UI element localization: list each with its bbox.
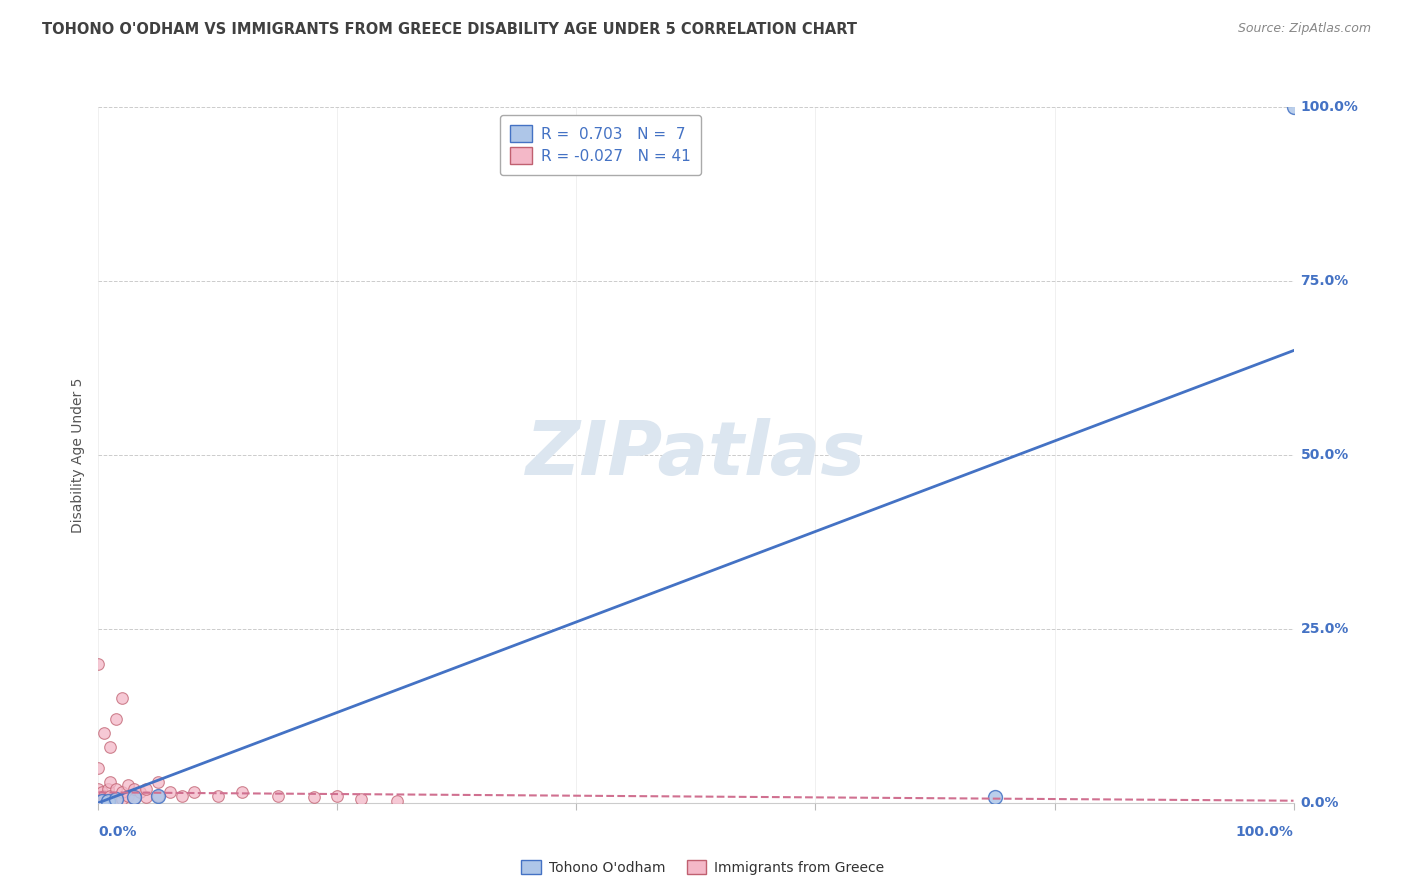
- Text: 0.0%: 0.0%: [1301, 796, 1339, 810]
- Text: 0.0%: 0.0%: [98, 825, 136, 839]
- Point: [207, 789, 229, 803]
- Point: [111, 785, 134, 799]
- Point: [87, 789, 110, 803]
- Point: [93, 794, 115, 808]
- Point: [87, 657, 110, 671]
- Point: [105, 781, 128, 796]
- Point: [97, 781, 120, 796]
- Point: [98, 794, 122, 808]
- Text: TOHONO O'ODHAM VS IMMIGRANTS FROM GREECE DISABILITY AGE UNDER 5 CORRELATION CHAR: TOHONO O'ODHAM VS IMMIGRANTS FROM GREECE…: [42, 22, 858, 37]
- Point: [98, 740, 122, 755]
- Point: [111, 691, 134, 706]
- Point: [326, 789, 349, 803]
- Point: [129, 785, 152, 799]
- Point: [87, 761, 110, 775]
- Text: 75.0%: 75.0%: [1301, 274, 1348, 288]
- Point: [135, 790, 157, 805]
- Point: [98, 789, 122, 803]
- Point: [231, 785, 253, 799]
- Point: [91, 792, 114, 806]
- Legend: Tohono O'odham, Immigrants from Greece: Tohono O'odham, Immigrants from Greece: [516, 855, 890, 880]
- Text: ZIPatlas: ZIPatlas: [526, 418, 866, 491]
- Y-axis label: Disability Age Under 5: Disability Age Under 5: [72, 377, 86, 533]
- Point: [148, 775, 170, 789]
- Point: [97, 794, 120, 808]
- Text: 50.0%: 50.0%: [1301, 448, 1348, 462]
- Point: [98, 775, 122, 789]
- Point: [105, 792, 128, 806]
- Point: [117, 789, 139, 803]
- Point: [87, 796, 110, 810]
- Point: [302, 790, 325, 805]
- Point: [117, 778, 139, 792]
- Point: [148, 789, 170, 803]
- Point: [124, 781, 146, 796]
- Point: [983, 790, 1005, 805]
- Point: [87, 781, 110, 796]
- Point: [183, 785, 205, 799]
- Point: [148, 789, 170, 803]
- Point: [350, 792, 373, 806]
- Point: [93, 726, 115, 740]
- Point: [135, 781, 157, 796]
- Point: [105, 712, 128, 726]
- Text: 25.0%: 25.0%: [1301, 622, 1348, 636]
- Point: [93, 789, 115, 803]
- Point: [1282, 100, 1305, 114]
- Legend: R =  0.703   N =  7, R = -0.027   N = 41: R = 0.703 N = 7, R = -0.027 N = 41: [499, 115, 702, 175]
- Point: [111, 792, 134, 806]
- Point: [97, 792, 120, 806]
- Text: 100.0%: 100.0%: [1301, 100, 1358, 114]
- Text: 100.0%: 100.0%: [1236, 825, 1294, 839]
- Point: [105, 792, 128, 806]
- Point: [159, 785, 181, 799]
- Point: [124, 790, 146, 805]
- Text: Source: ZipAtlas.com: Source: ZipAtlas.com: [1237, 22, 1371, 36]
- Point: [172, 789, 194, 803]
- Point: [385, 794, 409, 808]
- Point: [91, 794, 114, 808]
- Point: [91, 785, 114, 799]
- Point: [124, 792, 146, 806]
- Point: [267, 789, 290, 803]
